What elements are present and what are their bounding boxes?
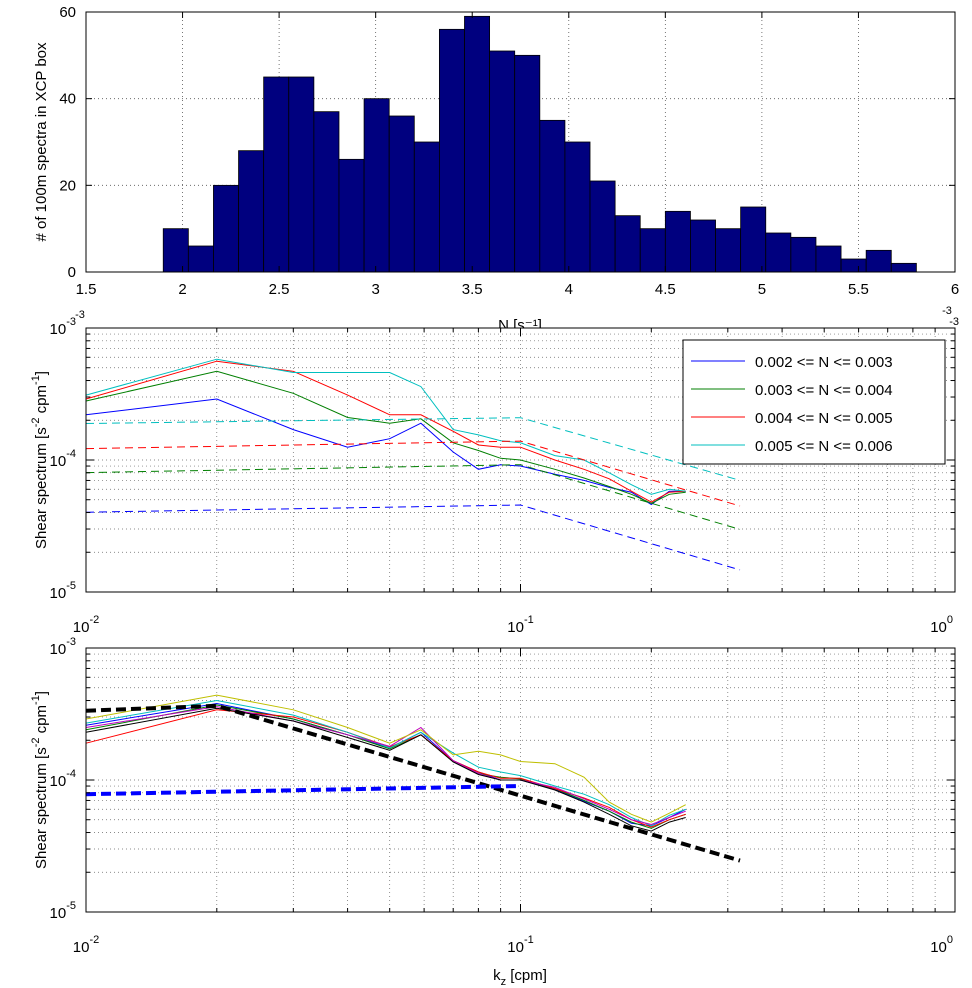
histogram-bar bbox=[815, 245, 842, 273]
histogram-bar bbox=[664, 210, 691, 273]
spectrum-line-3 bbox=[85, 699, 686, 827]
x-tick-label: 6 bbox=[951, 281, 959, 298]
model-dashed-line-5 bbox=[85, 464, 741, 530]
x-multiplier-label: -3 bbox=[942, 305, 952, 317]
y-tick-label: 10-5 bbox=[50, 900, 76, 922]
histogram-bar bbox=[564, 141, 591, 273]
y-tick-label: 10-3 bbox=[50, 316, 76, 338]
histogram-bar bbox=[438, 28, 465, 273]
histogram-bar bbox=[388, 115, 415, 273]
histogram-bar bbox=[514, 54, 541, 273]
histogram-bar bbox=[890, 262, 917, 273]
model-dashed-line-6 bbox=[85, 440, 741, 507]
histogram-bar bbox=[740, 206, 767, 273]
x-tick-label: 1.5 bbox=[76, 281, 97, 298]
y-tick-label: 10-5 bbox=[50, 580, 76, 602]
y-tick-label: 10-4 bbox=[50, 448, 76, 470]
x-tick-label: 2.5 bbox=[269, 281, 290, 298]
histogram-bar bbox=[238, 150, 265, 273]
x-tick-label: 5.5 bbox=[848, 281, 869, 298]
histogram-bar bbox=[363, 98, 390, 273]
histogram-bar bbox=[413, 141, 440, 273]
histogram-bar bbox=[288, 76, 315, 273]
y-axis-label: # of 100m spectra in XCP box bbox=[33, 42, 50, 241]
spectrum-line-3 bbox=[85, 358, 686, 495]
histogram-bar bbox=[338, 158, 365, 273]
histogram-bar bbox=[162, 228, 189, 273]
spectrum-line-6 bbox=[85, 707, 686, 832]
model-dashed-line-8 bbox=[85, 784, 521, 797]
spectrum-line-1 bbox=[85, 704, 686, 829]
x-tick-label: 100 bbox=[930, 934, 953, 956]
histogram-bar bbox=[539, 119, 566, 273]
histogram-bar bbox=[313, 111, 340, 273]
x-tick-label: 3 bbox=[371, 281, 379, 298]
x-tick-label: 4 bbox=[565, 281, 573, 298]
x-multiplier-label: -3 bbox=[949, 316, 959, 328]
histogram-bar bbox=[187, 245, 214, 273]
x-tick-label: 100 bbox=[930, 614, 953, 636]
axes-frame bbox=[85, 11, 956, 273]
spectrum-line-5 bbox=[85, 694, 686, 823]
y-tick-label: 60 bbox=[59, 4, 76, 21]
histogram-bar bbox=[840, 258, 867, 273]
model-dashed-line-7 bbox=[85, 417, 741, 481]
histogram-bar bbox=[213, 184, 239, 273]
legend-label: 0.002 <= N <= 0.003 bbox=[755, 354, 893, 371]
histogram-bar bbox=[489, 50, 516, 273]
shear-spectrum-by-n-panel: 10-2 10-1 100 10-5 10-4 10-3 Shear spectrum [s… bbox=[30, 309, 959, 636]
histogram-bar bbox=[790, 236, 817, 273]
y-tick-label: 10-4 bbox=[50, 768, 76, 790]
legend-label: 0.004 <= N <= 0.005 bbox=[755, 410, 893, 427]
y-tick-label: 40 bbox=[59, 91, 76, 108]
histogram-bar bbox=[765, 232, 792, 273]
y-tick-label: 0 bbox=[68, 264, 76, 281]
x-tick-label: 10-2 bbox=[73, 934, 99, 956]
histogram-bar bbox=[715, 228, 742, 273]
histogram-bar bbox=[614, 215, 641, 273]
x-tick-label: 3.5 bbox=[462, 281, 483, 298]
y-multiplier-label: -3 bbox=[75, 309, 85, 321]
x-tick-label: 5 bbox=[758, 281, 766, 298]
y-axis-label: Shear spectrum [s-2 cpm-1] bbox=[30, 371, 50, 549]
x-tick-label: 4.5 bbox=[655, 281, 676, 298]
histogram-bar bbox=[690, 219, 716, 273]
spectrum-line-1 bbox=[85, 370, 686, 504]
histogram-bar bbox=[263, 76, 290, 273]
shear-spectrum-all-panel: 10-2 10-1 100 10-5 10-4 10-3 Shear spectrum [s… bbox=[30, 636, 956, 988]
legend-label: 0.005 <= N <= 0.006 bbox=[755, 438, 893, 455]
y-tick-label: 10-3 bbox=[50, 636, 76, 658]
y-axis-label: Shear spectrum [s-2 cpm-1] bbox=[30, 691, 50, 869]
x-tick-label: 10-1 bbox=[507, 934, 533, 956]
spectrum-line-2 bbox=[85, 709, 686, 828]
x-tick-label: 2 bbox=[178, 281, 186, 298]
model-dashed-line-4 bbox=[85, 504, 741, 571]
spectrum-line-2 bbox=[85, 360, 686, 503]
y-tick-label: 20 bbox=[59, 177, 76, 194]
histogram-bar bbox=[865, 249, 892, 273]
spectrum-line-0 bbox=[85, 398, 686, 506]
x-tick-label: 10-2 bbox=[73, 614, 99, 636]
x-axis-label: kz [cpm] bbox=[493, 967, 547, 988]
histogram-bar bbox=[589, 180, 616, 273]
x-tick-label: 10-1 bbox=[507, 614, 533, 636]
histogram-bar bbox=[639, 228, 666, 273]
histogram-bar bbox=[464, 15, 491, 273]
legend-label: 0.003 <= N <= 0.004 bbox=[755, 382, 893, 399]
